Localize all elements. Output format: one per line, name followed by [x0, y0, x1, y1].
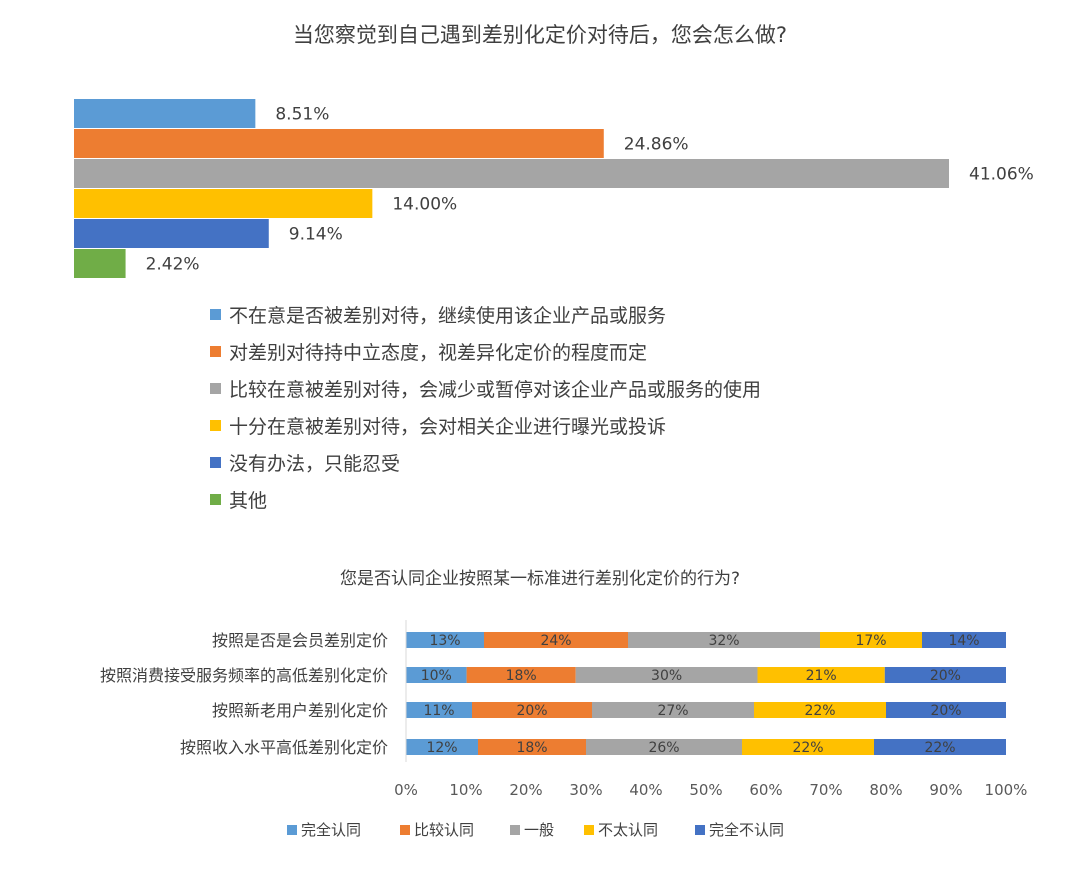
chart1-bar-2 [74, 159, 949, 188]
chart2-segment-label-1-1: 18% [506, 668, 537, 684]
chart2-segment-1-1 [466, 667, 576, 683]
chart2-segment-label-2-2: 27% [657, 703, 688, 719]
chart2-category-label-3: 按照收入水平高低差别化定价 [180, 738, 388, 757]
chart1-bar-4 [74, 219, 269, 248]
chart2-x-tick-label-3: 30% [569, 781, 602, 799]
chart1-bar-0 [74, 99, 256, 128]
chart1-value-label-4: 9.14% [289, 225, 343, 245]
chart1-legend-label-1: 对差别对待持中立态度，视差异化定价的程度而定 [229, 342, 647, 364]
chart1-bar-1 [74, 129, 604, 158]
chart1-legend-label-0: 不在意是否被差别对待，继续使用该企业产品或服务 [229, 305, 666, 327]
chart2-segment-1-4 [884, 667, 1006, 683]
chart2-segment-2-1 [472, 702, 592, 718]
chart1-legend-swatch-2 [210, 383, 221, 394]
chart2-x-tick-label-5: 50% [689, 781, 722, 799]
chart2-legend-swatch-2 [510, 825, 520, 835]
chart2-segment-label-0-2: 32% [708, 633, 739, 649]
chart2-segment-0-2 [628, 632, 820, 648]
chart2-segment-2-2 [592, 702, 754, 718]
chart2-x-tick-label-6: 60% [749, 781, 782, 799]
chart2-segment-label-1-4: 20% [930, 668, 961, 684]
chart2-category-label-2: 按照新老用户差别化定价 [212, 701, 388, 720]
chart2-segment-label-0-1: 24% [540, 633, 571, 649]
chart2-bars: 按照是否是会员差别定价 13% 24% 32% 17% 14% 按照消费接受服务频率的高低差… [100, 631, 1006, 757]
chart2-segment-label-3-0: 12% [426, 740, 457, 756]
chart2-segment-label-3-2: 26% [648, 740, 679, 756]
chart2-segment-1-0 [406, 667, 467, 683]
chart1-legend: 不在意是否被差别对待，继续使用该企业产品或服务对差别对待持中立态度，视差异化定价… [210, 305, 761, 512]
chart2-segment-3-1 [478, 739, 586, 755]
chart2-segment-label-1-0: 10% [421, 668, 452, 684]
chart2-segment-2-4 [886, 702, 1006, 718]
chart1-bar-3 [74, 189, 373, 218]
chart2-legend-label-4: 完全不认同 [709, 821, 784, 839]
chart2-legend-label-1: 比较认同 [414, 821, 474, 839]
chart2-category-label-0: 按照是否是会员差别定价 [212, 631, 388, 650]
chart1-legend-label-5: 其他 [229, 490, 267, 512]
chart2-category-label-1: 按照消费接受服务频率的高低差别化定价 [100, 666, 388, 685]
chart2-legend-label-3: 不太认同 [598, 821, 658, 839]
chart2-segment-1-3 [757, 667, 885, 683]
chart2-x-tick-label-0: 0% [394, 781, 418, 799]
chart2-legend-swatch-0 [287, 825, 297, 835]
chart1-legend-swatch-1 [210, 346, 221, 357]
chart2-x-tick-label-2: 20% [509, 781, 542, 799]
chart2-title: 您是否认同企业按照某一标准进行差别化定价的行为? [340, 569, 740, 589]
chart1-title: 当您察觉到自己遇到差别化定价对待后，您会怎么做? [293, 23, 787, 47]
chart2-segment-label-3-3: 22% [792, 740, 823, 756]
chart2-segment-label-2-0: 11% [423, 703, 454, 719]
chart1-legend-swatch-4 [210, 457, 221, 468]
chart2-segment-0-1 [484, 632, 628, 648]
chart2-x-tick-label-10: 100% [985, 781, 1028, 799]
chart2-segment-label-2-1: 20% [516, 703, 547, 719]
chart2-legend-label-0: 完全认同 [301, 821, 361, 839]
chart2-segment-label-2-4: 20% [930, 703, 961, 719]
chart2-segment-0-3 [820, 632, 922, 648]
chart2-segment-label-0-3: 17% [855, 633, 886, 649]
chart2-legend: 完全认同 比较认同 一般 不太认同 完全不认同 [287, 821, 784, 839]
chart1-bar-5 [74, 249, 126, 278]
chart2-segment-2-3 [754, 702, 886, 718]
chart2-x-tick-label-7: 70% [809, 781, 842, 799]
chart2-segment-3-0 [406, 739, 478, 755]
chart1-legend-swatch-5 [210, 494, 221, 505]
chart1-value-label-1: 24.86% [624, 135, 689, 155]
chart2-legend-swatch-3 [584, 825, 594, 835]
chart2-segment-label-0-0: 13% [429, 633, 460, 649]
chart1-legend-label-4: 没有办法，只能忍受 [229, 453, 400, 475]
chart1-legend-swatch-3 [210, 420, 221, 431]
chart2-segment-2-0 [406, 702, 472, 718]
chart2-axis: 0% 10% 20% 30% 40% 50% 60% 70% 80% 90% 100% [394, 620, 1027, 799]
chart1-value-label-5: 2.42% [146, 255, 200, 275]
chart2-segment-label-1-2: 30% [651, 668, 682, 684]
chart1-value-label-2: 41.06% [969, 165, 1034, 185]
chart2-legend-label-2: 一般 [524, 821, 554, 839]
chart2-segment-3-4 [874, 739, 1006, 755]
chart1-legend-label-3: 十分在意被差别对待，会对相关企业进行曝光或投诉 [229, 416, 666, 438]
chart2-x-tick-label-9: 90% [929, 781, 962, 799]
chart2-segment-label-3-1: 18% [516, 740, 547, 756]
chart1-legend-swatch-0 [210, 309, 221, 320]
chart2-segment-3-2 [586, 739, 742, 755]
chart2-legend-swatch-4 [695, 825, 705, 835]
chart2-segment-0-4 [922, 632, 1006, 648]
chart1-value-label-0: 8.51% [275, 105, 329, 125]
chart1-value-label-3: 14.00% [392, 195, 457, 215]
chart2-x-tick-label-1: 10% [449, 781, 482, 799]
chart2-x-tick-label-8: 80% [869, 781, 902, 799]
chart2-segment-label-2-3: 22% [804, 703, 835, 719]
chart2-segment-label-1-3: 21% [806, 668, 837, 684]
chart1-legend-label-2: 比较在意被差别对待，会减少或暂停对该企业产品或服务的使用 [229, 379, 761, 401]
chart2-segment-label-0-4: 14% [948, 633, 979, 649]
chart1-bars: 8.51% 24.86% 41.06% 14.00% 9.14% 2.42% [74, 99, 1034, 278]
chart2-segment-1-2 [575, 667, 758, 683]
chart2-segment-label-3-4: 22% [924, 740, 955, 756]
chart2-x-tick-label-4: 40% [629, 781, 662, 799]
chart2-legend-swatch-1 [400, 825, 410, 835]
chart2-segment-0-0 [406, 632, 484, 648]
chart2-segment-3-3 [742, 739, 874, 755]
